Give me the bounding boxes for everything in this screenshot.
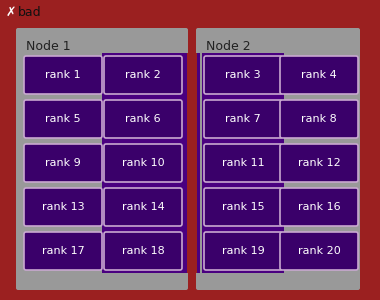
FancyBboxPatch shape (196, 28, 360, 290)
FancyBboxPatch shape (104, 56, 182, 94)
FancyBboxPatch shape (24, 100, 102, 138)
Text: rank 3: rank 3 (225, 70, 261, 80)
FancyBboxPatch shape (24, 56, 102, 94)
Text: rank 5: rank 5 (45, 114, 81, 124)
Text: rank 9: rank 9 (45, 158, 81, 168)
Bar (202, 229, 284, 273)
Text: ✗: ✗ (6, 6, 16, 19)
Text: rank 14: rank 14 (122, 202, 165, 212)
Text: rank 20: rank 20 (298, 246, 340, 256)
FancyBboxPatch shape (104, 188, 182, 226)
Text: rank 11: rank 11 (222, 158, 264, 168)
FancyBboxPatch shape (24, 144, 102, 182)
FancyBboxPatch shape (280, 232, 358, 270)
FancyBboxPatch shape (24, 188, 102, 226)
FancyBboxPatch shape (280, 56, 358, 94)
Bar (184, 141, 200, 229)
FancyBboxPatch shape (280, 100, 358, 138)
FancyBboxPatch shape (204, 100, 282, 138)
FancyBboxPatch shape (16, 28, 188, 290)
Bar (202, 53, 284, 141)
Text: Node 2: Node 2 (206, 40, 251, 53)
Text: rank 6: rank 6 (125, 114, 161, 124)
FancyBboxPatch shape (104, 232, 182, 270)
Text: rank 8: rank 8 (301, 114, 337, 124)
Text: rank 2: rank 2 (125, 70, 161, 80)
Text: rank 18: rank 18 (122, 246, 165, 256)
Text: rank 13: rank 13 (42, 202, 84, 212)
FancyBboxPatch shape (204, 232, 282, 270)
Text: rank 12: rank 12 (298, 158, 340, 168)
Text: rank 1: rank 1 (45, 70, 81, 80)
FancyBboxPatch shape (204, 144, 282, 182)
Bar (102, 229, 184, 273)
Bar (184, 229, 200, 273)
FancyBboxPatch shape (280, 188, 358, 226)
Text: rank 17: rank 17 (42, 246, 84, 256)
Bar (187, 141, 197, 229)
Bar (102, 53, 184, 141)
Text: rank 10: rank 10 (122, 158, 164, 168)
FancyBboxPatch shape (204, 188, 282, 226)
Bar (184, 53, 200, 141)
Text: rank 16: rank 16 (298, 202, 340, 212)
FancyBboxPatch shape (280, 144, 358, 182)
Bar (202, 141, 284, 229)
FancyBboxPatch shape (104, 144, 182, 182)
Bar (187, 229, 197, 273)
Text: rank 7: rank 7 (225, 114, 261, 124)
Text: rank 15: rank 15 (222, 202, 264, 212)
Text: rank 4: rank 4 (301, 70, 337, 80)
FancyBboxPatch shape (24, 232, 102, 270)
FancyBboxPatch shape (104, 100, 182, 138)
Text: bad: bad (18, 6, 42, 19)
FancyBboxPatch shape (204, 56, 282, 94)
Bar (187, 53, 197, 141)
Text: rank 19: rank 19 (222, 246, 264, 256)
Text: Node 1: Node 1 (26, 40, 71, 53)
Bar (102, 141, 184, 229)
